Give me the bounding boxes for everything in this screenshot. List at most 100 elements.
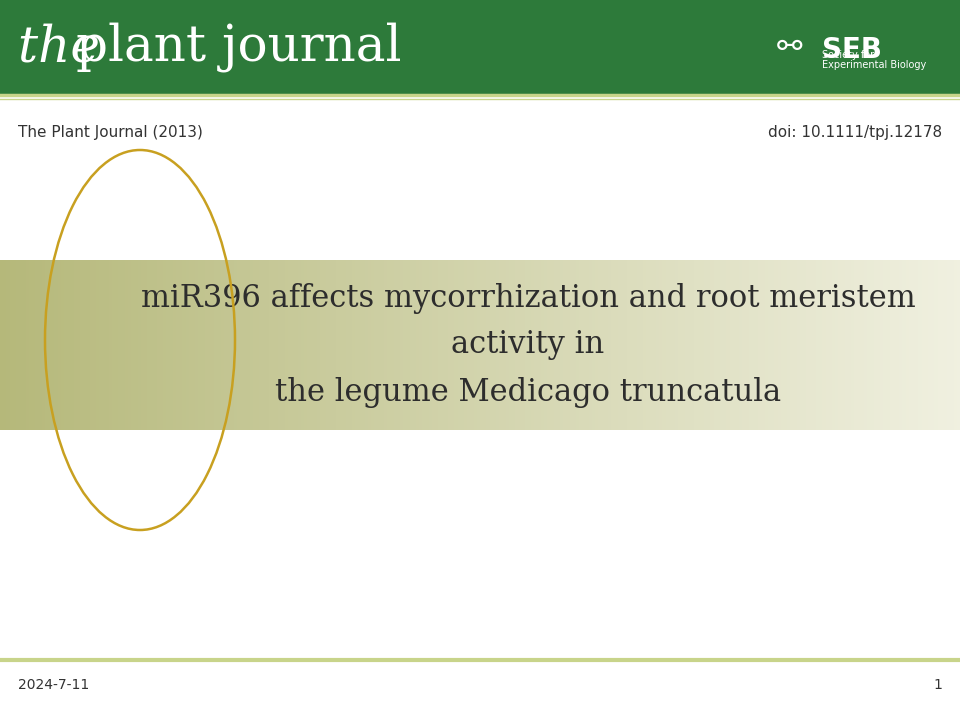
Bar	[458, 260, 462, 430]
Bar	[730, 260, 733, 430]
Bar	[77, 260, 81, 430]
Bar	[483, 260, 488, 430]
Bar	[864, 260, 868, 430]
Bar	[752, 260, 756, 430]
Bar	[826, 260, 829, 430]
Bar	[394, 260, 397, 430]
Bar	[720, 260, 724, 430]
Bar	[237, 260, 241, 430]
Bar	[387, 260, 392, 430]
Bar	[554, 260, 558, 430]
Bar	[259, 260, 263, 430]
Bar	[880, 260, 884, 430]
Bar	[137, 260, 142, 430]
Bar	[74, 260, 78, 430]
Bar	[809, 260, 814, 430]
Text: 1: 1	[933, 678, 942, 692]
Bar	[262, 260, 267, 430]
Bar	[391, 260, 395, 430]
Bar	[775, 260, 779, 430]
Bar	[790, 260, 795, 430]
Bar	[579, 260, 584, 430]
Bar	[300, 260, 305, 430]
Bar	[602, 260, 606, 430]
Bar	[422, 260, 426, 430]
Bar	[662, 260, 666, 430]
Bar	[701, 260, 705, 430]
Text: activity in: activity in	[451, 330, 605, 361]
Bar	[0, 260, 4, 430]
Bar	[780, 260, 785, 430]
Bar	[134, 260, 138, 430]
Bar	[506, 260, 510, 430]
Bar	[99, 260, 104, 430]
Bar	[298, 260, 301, 430]
Bar	[496, 260, 500, 430]
Bar	[723, 260, 728, 430]
Bar	[156, 260, 161, 430]
Text: 2024-7-11: 2024-7-11	[18, 678, 89, 692]
Bar	[679, 260, 683, 430]
Bar	[605, 260, 609, 430]
Bar	[627, 260, 632, 430]
Bar	[490, 260, 493, 430]
Bar	[928, 260, 932, 430]
Bar	[154, 260, 157, 430]
Bar	[650, 260, 654, 430]
Bar	[84, 260, 87, 430]
Bar	[425, 260, 430, 430]
Bar	[365, 260, 369, 430]
Bar	[502, 260, 507, 430]
Bar	[295, 260, 299, 430]
Bar	[211, 260, 215, 430]
Text: The Plant Journal (2013): The Plant Journal (2013)	[18, 125, 203, 140]
Text: Experimental Biology: Experimental Biology	[822, 60, 926, 71]
Bar	[22, 260, 27, 430]
Bar	[512, 260, 516, 430]
Bar	[915, 260, 920, 430]
Bar	[16, 260, 20, 430]
Bar	[893, 260, 897, 430]
Bar	[636, 260, 641, 430]
Bar	[355, 260, 359, 430]
Bar	[51, 260, 56, 430]
Bar	[41, 260, 46, 430]
Bar	[768, 260, 772, 430]
Bar	[931, 260, 935, 430]
Bar	[250, 260, 253, 430]
Bar	[749, 260, 753, 430]
Bar	[272, 260, 276, 430]
Bar	[45, 260, 49, 430]
Text: ⚯: ⚯	[778, 33, 803, 62]
Bar	[828, 260, 833, 430]
Bar	[953, 260, 958, 430]
Bar	[919, 260, 923, 430]
Bar	[93, 260, 97, 430]
Bar	[180, 260, 183, 430]
Bar	[348, 260, 353, 430]
Bar	[883, 260, 887, 430]
Bar	[317, 260, 321, 430]
Bar	[560, 260, 564, 430]
Bar	[80, 260, 84, 430]
Text: the: the	[18, 23, 116, 72]
Bar	[727, 260, 731, 430]
Bar	[38, 260, 42, 430]
Bar	[125, 260, 129, 430]
Bar	[160, 260, 164, 430]
Bar	[108, 260, 113, 430]
Bar	[521, 260, 526, 430]
Bar	[333, 260, 337, 430]
Bar	[902, 260, 906, 430]
Bar	[218, 260, 222, 430]
Bar	[442, 260, 445, 430]
Bar	[588, 260, 593, 430]
Bar	[252, 260, 257, 430]
Bar	[765, 260, 769, 430]
Bar	[624, 260, 628, 430]
Bar	[307, 260, 311, 430]
Bar	[480, 260, 484, 430]
Bar	[170, 260, 174, 430]
Bar	[835, 260, 839, 430]
Bar	[535, 260, 539, 430]
